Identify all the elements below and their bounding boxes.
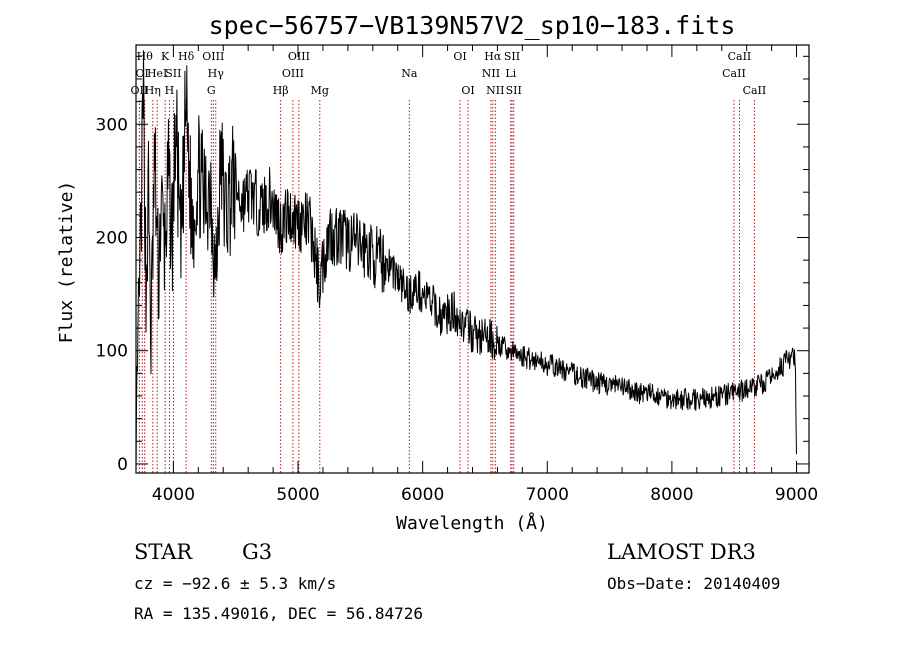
emission-line-label-10: OIII: [202, 50, 224, 63]
emission-line-label-21: NII: [486, 84, 504, 97]
emission-line-label-27: CaII: [743, 84, 767, 97]
emission-line-label-6: H: [165, 84, 175, 97]
y-tick-label-3: 300: [96, 115, 128, 135]
y-tick-label-1: 100: [96, 342, 128, 362]
x-tick-label-2: 6000: [401, 485, 444, 505]
emission-line-label-7: SII: [165, 67, 181, 80]
x-tick-label-5: 9000: [775, 485, 818, 505]
emission-line-label-18: OI: [461, 84, 474, 97]
emission-line-label-14: OIII: [288, 50, 310, 63]
emission-line-label-22: Li: [505, 67, 516, 80]
emission-line-markers: OIIOIHθHηHeIKHSIIHδGOIIIHγHβOIIIOIIIMgNa…: [131, 50, 767, 473]
emission-line-label-11: Hγ: [208, 67, 225, 80]
x-tick-label-0: 4000: [152, 485, 195, 505]
coordinates: RA = 135.49016, DEC = 56.84726: [134, 604, 423, 623]
redshift-text: cz = −92.6 ± 5.3 km/s: [134, 574, 336, 593]
emission-line-label-25: CaII: [722, 67, 746, 80]
emission-line-label-20: Hα: [484, 50, 502, 63]
spectrum-series: [135, 50, 797, 471]
emission-line-label-3: Hη: [145, 84, 161, 97]
object-class: STAR: [134, 540, 193, 564]
emission-line-label-13: OIII: [282, 67, 304, 80]
y-tick-label-0: 0: [117, 455, 128, 475]
emission-line-label-24: SII: [506, 84, 522, 97]
emission-line-label-12: Hβ: [273, 84, 289, 97]
emission-line-label-19: NII: [482, 67, 500, 80]
x-tick-label-4: 8000: [650, 485, 693, 505]
emission-line-label-9: G: [207, 84, 216, 97]
x-tick-label-1: 5000: [276, 485, 319, 505]
obs-date: Obs−Date: 20140409: [607, 574, 780, 593]
spectral-subclass: G3: [242, 540, 272, 564]
emission-line-label-17: OI: [453, 50, 466, 63]
survey-name: LAMOST DR3: [607, 540, 756, 564]
plot-frame: [135, 44, 810, 474]
emission-line-label-15: Mg: [311, 84, 329, 97]
emission-line-label-26: CaII: [728, 50, 752, 63]
x-axis-label: Wavelength (Å): [396, 512, 548, 534]
emission-line-label-23: SII: [504, 50, 520, 63]
emission-line-label-8: Hδ: [178, 50, 195, 63]
y-axis-label: Flux (relative): [56, 181, 77, 344]
emission-line-label-4: HeI: [147, 67, 167, 80]
emission-line-label-16: Na: [401, 67, 418, 80]
emission-line-label-2: Hθ: [137, 50, 154, 63]
emission-line-label-5: K: [161, 50, 170, 63]
spectrum-line: [135, 50, 797, 471]
axis-ticks: 4000 5000 6000 7000 8000 9000 0 100 200 300: [96, 45, 818, 505]
x-tick-label-3: 7000: [526, 485, 569, 505]
y-tick-label-2: 200: [96, 228, 128, 248]
chart-title: spec−56757−VB139N57V2_sp10−183.fits: [209, 11, 736, 40]
emission-line-label-1: OI: [136, 67, 149, 80]
